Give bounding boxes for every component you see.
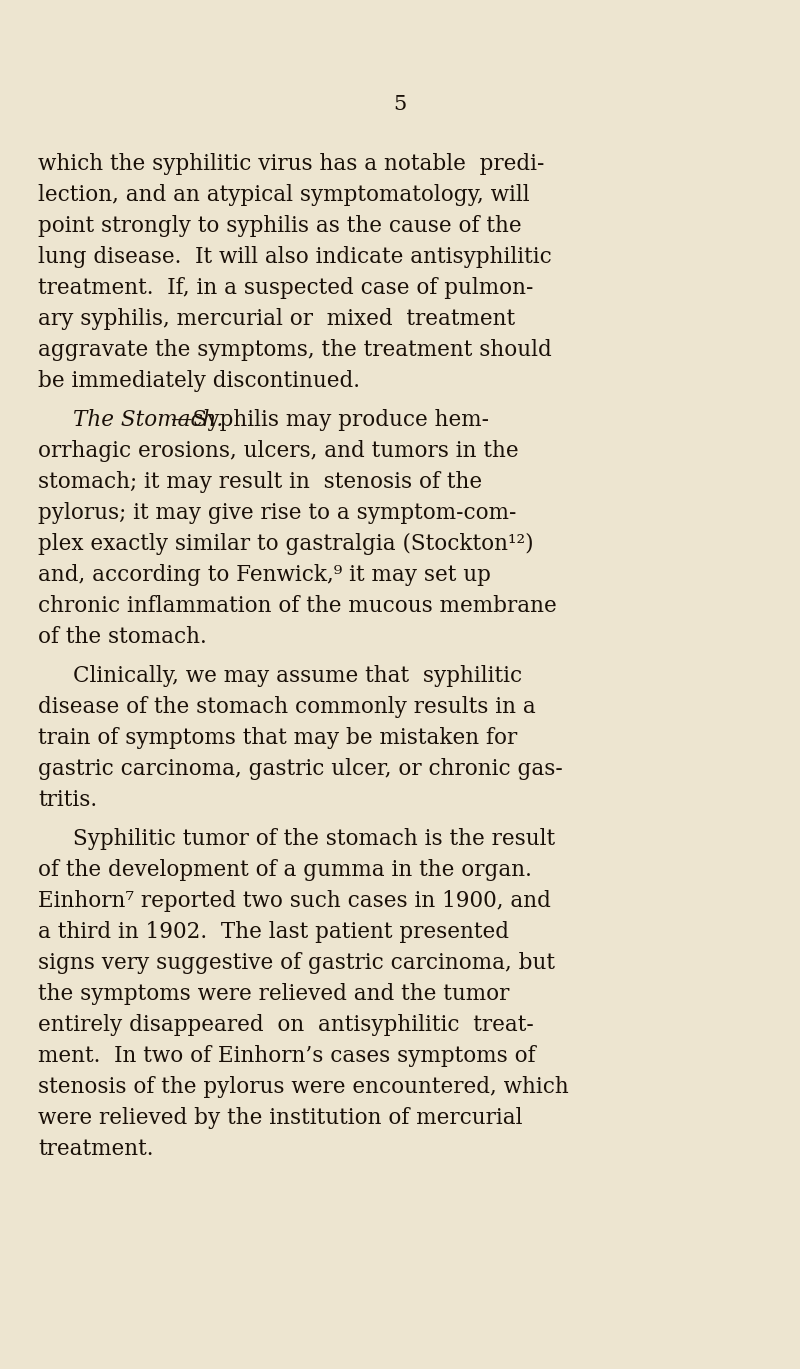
Text: ment.  In two of Einhorn’s cases symptoms of: ment. In two of Einhorn’s cases symptoms…	[38, 1045, 536, 1066]
Text: pylorus; it may give rise to a symptom-com-: pylorus; it may give rise to a symptom-c…	[38, 502, 516, 524]
Text: signs very suggestive of gastric carcinoma, but: signs very suggestive of gastric carcino…	[38, 951, 555, 973]
Text: were relieved by the institution of mercurial: were relieved by the institution of merc…	[38, 1108, 522, 1129]
Text: point strongly to syphilis as the cause of the: point strongly to syphilis as the cause …	[38, 215, 522, 237]
Text: stenosis of the pylorus were encountered, which: stenosis of the pylorus were encountered…	[38, 1076, 569, 1098]
Text: orrhagic erosions, ulcers, and tumors in the: orrhagic erosions, ulcers, and tumors in…	[38, 439, 518, 461]
Text: 5: 5	[394, 94, 406, 114]
Text: and, according to Fenwick,⁹ it may set up: and, according to Fenwick,⁹ it may set u…	[38, 564, 491, 586]
Text: Syphilitic tumor of the stomach is the result: Syphilitic tumor of the stomach is the r…	[73, 828, 555, 850]
Text: The Stomach.: The Stomach.	[73, 409, 223, 431]
Text: stomach; it may result in  stenosis of the: stomach; it may result in stenosis of th…	[38, 471, 482, 493]
Text: ary syphilis, mercurial or  mixed  treatment: ary syphilis, mercurial or mixed treatme…	[38, 308, 515, 330]
Text: disease of the stomach commonly results in a: disease of the stomach commonly results …	[38, 695, 536, 717]
Text: lung disease.  It will also indicate antisyphilitic: lung disease. It will also indicate anti…	[38, 246, 552, 268]
Text: which the syphilitic virus has a notable  predi-: which the syphilitic virus has a notable…	[38, 153, 544, 175]
Text: train of symptoms that may be mistaken for: train of symptoms that may be mistaken f…	[38, 727, 518, 749]
Text: the symptoms were relieved and the tumor: the symptoms were relieved and the tumor	[38, 983, 510, 1005]
Text: of the development of a gumma in the organ.: of the development of a gumma in the org…	[38, 858, 532, 882]
Text: —Syphilis may produce hem-: —Syphilis may produce hem-	[171, 409, 490, 431]
Text: aggravate the symptoms, the treatment should: aggravate the symptoms, the treatment sh…	[38, 340, 552, 361]
Text: chronic inflammation of the mucous membrane: chronic inflammation of the mucous membr…	[38, 596, 557, 617]
Text: treatment.: treatment.	[38, 1138, 154, 1160]
Text: plex exactly similar to gastralgia (Stockton¹²): plex exactly similar to gastralgia (Stoc…	[38, 533, 534, 554]
Text: entirely disappeared  on  antisyphilitic  treat-: entirely disappeared on antisyphilitic t…	[38, 1014, 534, 1036]
Text: treatment.  If, in a suspected case of pulmon-: treatment. If, in a suspected case of pu…	[38, 277, 534, 298]
Text: lection, and an atypical symptomatology, will: lection, and an atypical symptomatology,…	[38, 183, 530, 205]
Text: a third in 1902.  The last patient presented: a third in 1902. The last patient presen…	[38, 921, 509, 943]
Text: be immediately discontinued.: be immediately discontinued.	[38, 370, 360, 392]
Text: of the stomach.: of the stomach.	[38, 626, 206, 648]
Text: gastric carcinoma, gastric ulcer, or chronic gas-: gastric carcinoma, gastric ulcer, or chr…	[38, 758, 562, 780]
Text: tritis.: tritis.	[38, 789, 97, 810]
Text: Einhorn⁷ reported two such cases in 1900, and: Einhorn⁷ reported two such cases in 1900…	[38, 890, 551, 912]
Text: Clinically, we may assume that  syphilitic: Clinically, we may assume that syphiliti…	[73, 665, 522, 687]
